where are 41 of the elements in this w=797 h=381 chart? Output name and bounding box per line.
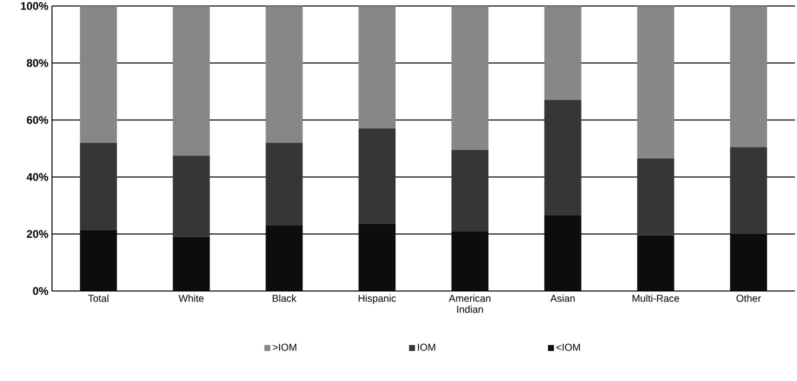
bar (266, 6, 303, 143)
bar (544, 215, 582, 291)
bar (451, 6, 488, 150)
bar (451, 150, 488, 232)
bar (730, 234, 768, 291)
y-tick-label: 100% (21, 2, 48, 10)
x-tick-label: Black (272, 294, 296, 302)
bar (637, 235, 674, 291)
y-tick-label: 0% (33, 287, 48, 295)
x-tick-label: White (178, 294, 204, 302)
bar (544, 6, 582, 100)
bar (358, 128, 396, 224)
bar (172, 156, 210, 237)
legend-label: <IOM (556, 344, 580, 351)
x-tick-label: American Indian (448, 294, 490, 313)
bar (80, 142, 117, 230)
bar (451, 231, 488, 291)
y-tick-label: 20% (26, 230, 48, 238)
x-tick-label: Multi-Race (632, 294, 680, 302)
bar (266, 225, 303, 291)
bar (358, 6, 396, 129)
bar (80, 6, 117, 143)
bar (730, 6, 768, 148)
y-tick-label: 80% (26, 59, 48, 67)
y-tick-label: 60% (26, 116, 48, 124)
bar (266, 142, 303, 226)
bar (358, 224, 396, 291)
y-tick-label: 40% (26, 173, 48, 181)
legend-label: >IOM (272, 344, 296, 351)
bar (730, 147, 768, 234)
x-tick-label: Hispanic (358, 294, 396, 304)
legend-label: IOM (418, 344, 436, 351)
bar (80, 230, 117, 291)
bar (637, 6, 674, 158)
bar (172, 6, 210, 156)
x-tick-label: Asian (550, 294, 575, 302)
x-tick-label: Other (736, 294, 761, 302)
bar (637, 158, 674, 236)
bar (172, 236, 210, 291)
x-tick-label: Total (88, 294, 108, 302)
bar (544, 100, 582, 216)
